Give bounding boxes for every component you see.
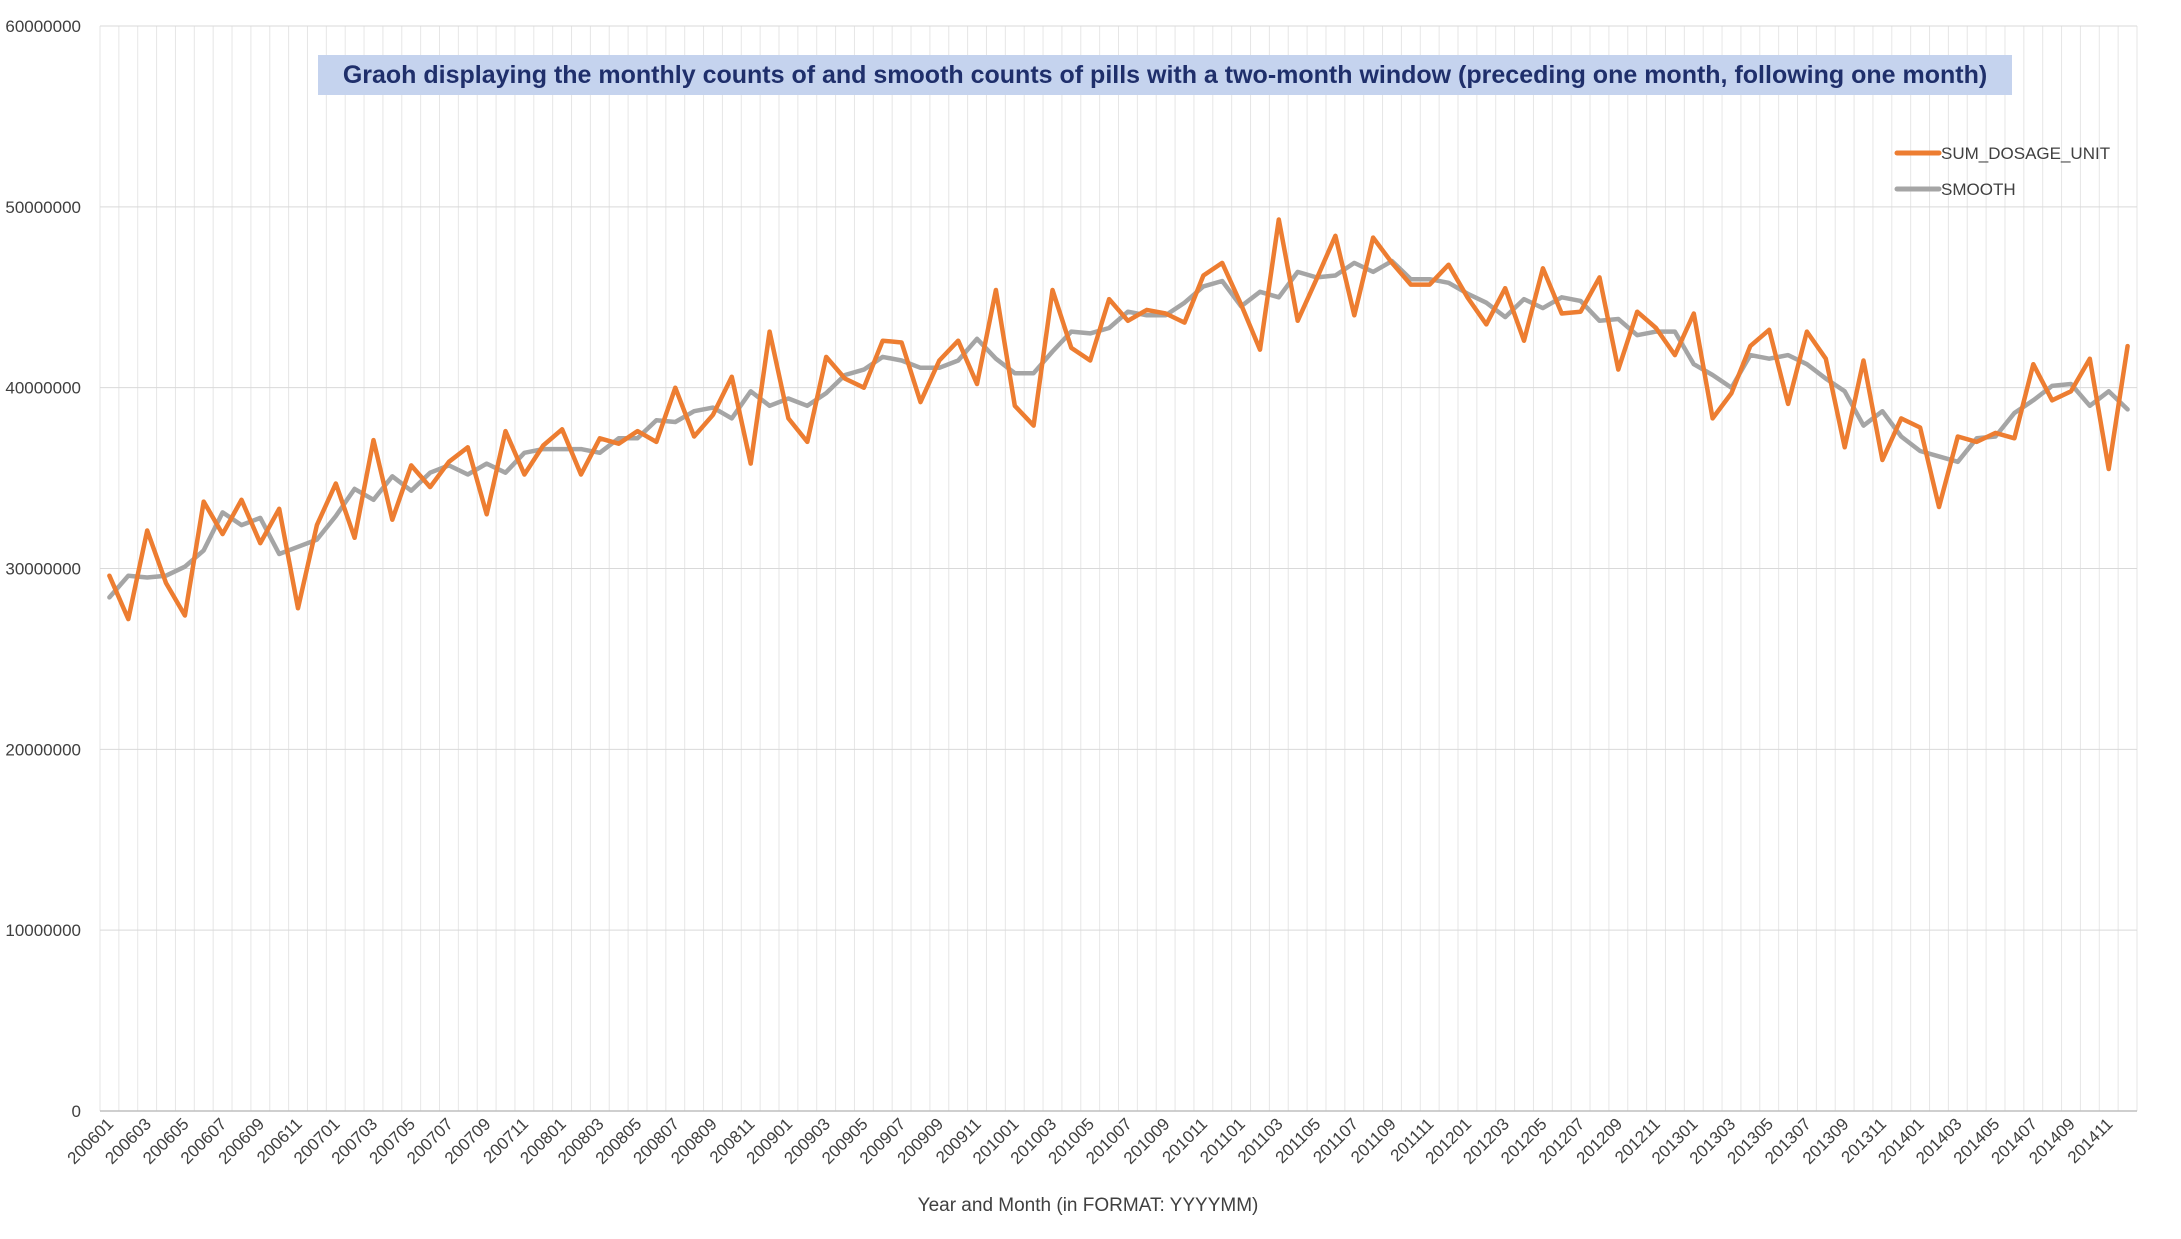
gridlines	[99, 25, 2138, 1112]
series-line-sum-dosage-unit	[107, 217, 2130, 622]
y-tick-label: 40000000	[5, 379, 81, 398]
legend-label-sum-dosage-unit: SUM_DOSAGE_UNIT	[1941, 144, 2110, 163]
y-tick-label: 20000000	[5, 740, 81, 759]
series-lines	[107, 217, 2130, 622]
x-axis-title: Year and Month (in FORMAT: YYYYMM)	[918, 1195, 1259, 1216]
legend-label-smooth: SMOOTH	[1941, 180, 2016, 199]
y-tick-label: 30000000	[5, 560, 81, 579]
legend: SUM_DOSAGE_UNIT SMOOTH	[1894, 144, 2110, 199]
title-background	[318, 55, 2012, 95]
y-tick-label: 10000000	[5, 921, 81, 940]
y-axis-tick-labels: 0 10000000 20000000 30000000 40000000 5000000…	[5, 17, 81, 1121]
y-tick-label: 60000000	[5, 17, 81, 36]
y-tick-label: 50000000	[5, 198, 81, 217]
y-tick-label: 0	[72, 1102, 81, 1121]
chart-title: Graoh displaying the monthly counts of a…	[343, 61, 1987, 89]
